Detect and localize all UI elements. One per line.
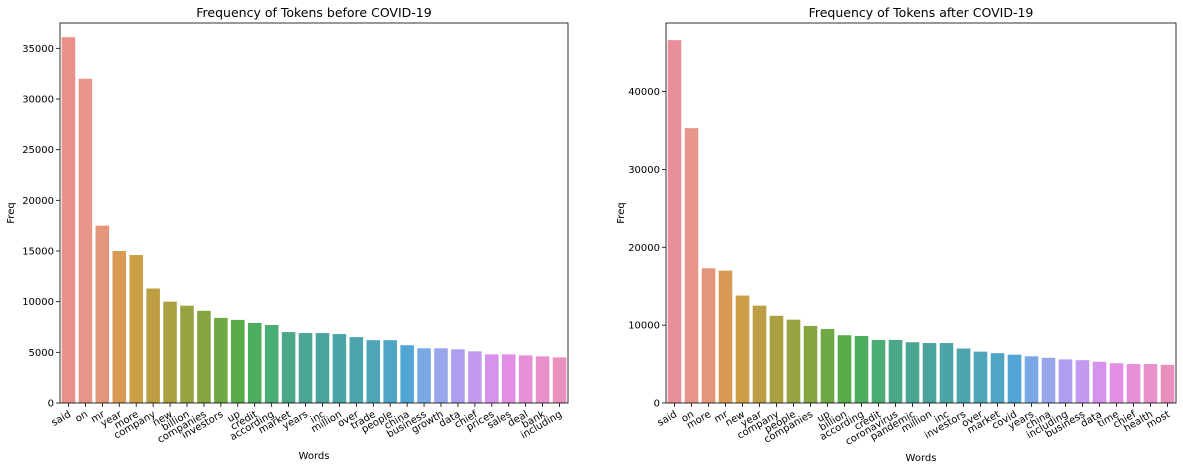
bar <box>888 339 903 403</box>
bar <box>1143 364 1158 403</box>
bar <box>803 325 818 403</box>
x-tick-label: up <box>226 409 242 425</box>
y-ticks: 0 10000 20000 30000 40000 <box>628 87 666 410</box>
bar <box>298 333 313 403</box>
x-tick-label: said <box>656 409 679 429</box>
y-tick-label: 15000 <box>22 247 54 258</box>
bar <box>990 353 1005 403</box>
bar <box>701 268 716 403</box>
y-tick-label: 30000 <box>22 95 54 106</box>
bars <box>61 37 567 403</box>
bar <box>197 310 211 403</box>
bar <box>684 128 699 403</box>
bar <box>78 78 93 403</box>
bar <box>247 322 262 403</box>
bar <box>939 343 954 403</box>
bar <box>231 319 245 403</box>
bar <box>501 354 516 403</box>
bar <box>1092 361 1107 403</box>
bar <box>735 295 750 403</box>
chart-title: Frequency of Tokens before COVID-19 <box>196 5 431 20</box>
bar <box>163 301 177 403</box>
bar <box>434 348 448 403</box>
bar <box>264 324 279 403</box>
y-tick-label: 30000 <box>628 165 660 176</box>
bar <box>383 340 397 403</box>
x-tick-label: on <box>680 409 696 425</box>
bar <box>535 356 550 403</box>
x-tick-label: on <box>74 409 90 425</box>
bar <box>905 342 920 403</box>
y-tick-label: 0 <box>48 399 54 410</box>
bar <box>1024 356 1039 403</box>
bar <box>871 339 886 403</box>
bar <box>61 37 76 403</box>
bar <box>95 225 110 403</box>
bar <box>718 270 733 403</box>
bar <box>468 351 482 403</box>
x-tick-label: up <box>816 409 832 425</box>
bar <box>366 340 381 403</box>
bar <box>146 288 160 403</box>
y-tick-label: 10000 <box>628 321 660 332</box>
bar <box>1160 364 1175 403</box>
bar <box>956 348 971 403</box>
y-ticks: 0 5000 10000 15000 20000 25000 30000 35000 <box>22 44 60 410</box>
x-tick-label: said <box>50 409 73 429</box>
chart-before-covid: Frequency of Tokens before COVID-19 Freq… <box>6 5 569 462</box>
y-axis-label: Freq <box>6 202 17 223</box>
plot-frame <box>665 22 1177 404</box>
y-axis-label: Freq <box>616 202 627 223</box>
bar <box>1109 363 1124 403</box>
bar <box>112 251 127 403</box>
bar <box>451 349 465 403</box>
bar <box>1058 359 1073 403</box>
bar <box>315 333 330 403</box>
bar <box>769 315 784 403</box>
bar <box>1126 364 1141 403</box>
bar <box>752 305 767 403</box>
bar <box>820 329 835 403</box>
y-tick-label: 40000 <box>628 87 660 98</box>
bar <box>922 343 937 403</box>
bar <box>837 335 852 403</box>
bar <box>281 332 296 403</box>
bar <box>332 334 347 403</box>
y-tick-label: 20000 <box>628 243 660 254</box>
bar <box>400 345 414 403</box>
bar <box>854 336 869 403</box>
bars <box>667 40 1175 403</box>
x-ticks: said on mryearmorecompanynewbillioncompani… <box>50 403 564 446</box>
y-tick-label: 5000 <box>29 348 54 359</box>
y-tick-label: 10000 <box>22 297 54 308</box>
y-tick-label: 25000 <box>22 145 54 156</box>
bar <box>1041 357 1056 403</box>
bar <box>1007 354 1022 403</box>
bar <box>180 305 194 403</box>
bar <box>552 357 567 403</box>
plot-frame <box>59 22 569 404</box>
bar <box>786 319 801 403</box>
bar <box>1075 360 1090 403</box>
bar <box>129 255 143 403</box>
bar <box>485 354 499 403</box>
x-axis-label: Words <box>906 453 937 464</box>
bar <box>667 40 682 403</box>
chart-title: Frequency of Tokens after COVID-19 <box>809 5 1034 20</box>
y-tick-label: 0 <box>654 399 660 410</box>
y-tick-label: 35000 <box>22 44 54 55</box>
x-axis-label: Words <box>299 451 330 462</box>
chart-after-covid: Frequency of Tokens after COVID-19 Freq … <box>616 5 1177 464</box>
bar <box>417 348 431 403</box>
bar <box>214 317 228 403</box>
bar <box>349 337 364 403</box>
bar <box>973 351 988 403</box>
bar <box>518 355 533 403</box>
y-tick-label: 20000 <box>22 196 54 207</box>
